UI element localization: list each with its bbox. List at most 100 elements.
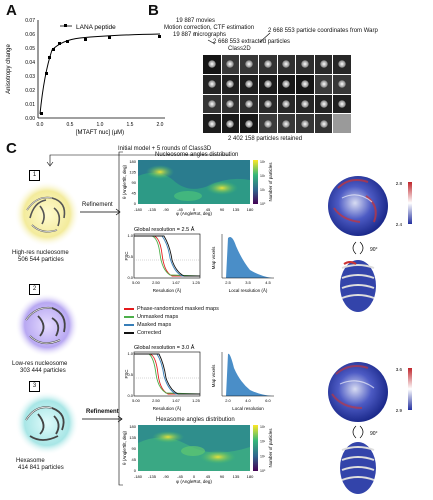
- fsc-ytick: 0.0: [127, 393, 133, 398]
- heat-xtick: -45: [177, 474, 184, 479]
- svg-text:3.6: 3.6: [396, 367, 403, 372]
- fsc-xtick: 1.67: [172, 280, 181, 285]
- svg-text:2.9: 2.9: [396, 408, 403, 413]
- heat-ytick: 90: [132, 180, 137, 185]
- hist-xtick: 4.0: [245, 398, 251, 403]
- b-arrows: [194, 32, 271, 45]
- class2d-average: [258, 74, 277, 94]
- b-retained: 2 402 158 particles retained: [228, 136, 303, 142]
- a-xtick: 1.5: [127, 122, 134, 128]
- hist1-xlabel: Local resolution (Å): [229, 287, 268, 293]
- panel-c-label: C: [6, 140, 17, 157]
- class2d-average: [314, 74, 333, 94]
- heat1-xlabel: φ (AngleRot, deg): [176, 211, 212, 216]
- legend-swatch: [124, 308, 134, 310]
- class-box-3: 3: [29, 381, 40, 392]
- panel-a-ylabel: Anisotropy change: [6, 43, 12, 93]
- hist-xtick: 3.5: [245, 280, 251, 285]
- local-res-maps-1: 2.8 2.4 90°: [328, 176, 412, 312]
- hist-xtick: 4.5: [265, 280, 271, 285]
- heat-ytick: 0: [134, 201, 137, 206]
- class2d-average: [258, 94, 277, 114]
- class2-count: 303 444 particles: [20, 368, 66, 374]
- hist-xtick: 2.5: [225, 280, 231, 285]
- class2d-grid: [203, 55, 351, 133]
- fsc-ytick: 1.0: [127, 233, 133, 238]
- heat-xtick: 135: [233, 207, 240, 212]
- class2d-average: [296, 74, 314, 94]
- cbar-tick: 10⁰: [260, 469, 266, 473]
- class2d-average: [277, 114, 296, 133]
- heat-xtick: -135: [148, 474, 157, 479]
- class2d-average: [240, 74, 258, 94]
- hexasome-map: [15, 391, 79, 455]
- b-extracted: 2 668 553 extracted particles: [213, 39, 291, 45]
- class2d-average: [296, 94, 314, 114]
- cbar-tick: 10⁰: [260, 202, 266, 206]
- class2d-average: [258, 55, 277, 74]
- class2d-average: [314, 55, 333, 74]
- a-ytick: 0.07: [25, 18, 35, 24]
- fsc-xtick: 5.00: [132, 398, 141, 403]
- svg-text:2.8: 2.8: [396, 181, 403, 186]
- class2d-average: [277, 74, 296, 94]
- class2d-average: [296, 55, 314, 74]
- refinement-3: Refinement: [86, 409, 119, 415]
- legend-swatch: [124, 332, 134, 334]
- cbar-tick: 10³: [260, 160, 266, 164]
- svg-text:90°: 90°: [370, 431, 378, 437]
- class2d-average: [277, 55, 296, 74]
- class1-count: 506 544 particles: [18, 257, 64, 263]
- class2d-average: [203, 94, 221, 114]
- legend-swatch: [124, 316, 134, 318]
- c-bracket: [118, 151, 123, 486]
- class2d-average: [277, 94, 296, 114]
- fsc2-title: Global resolution = 3.0 Å: [134, 344, 195, 351]
- class2d-average: [314, 94, 333, 114]
- heat-ytick: 0: [134, 468, 137, 473]
- b-class2d: Class2D: [228, 46, 251, 52]
- a-ytick: 0.04: [25, 60, 35, 66]
- cbar-tick: 10¹: [260, 188, 266, 192]
- heat-xtick: -135: [148, 207, 157, 212]
- class-box-2: 2: [29, 284, 40, 295]
- svg-text:2.4: 2.4: [396, 222, 403, 227]
- cbar-tick: 10²: [260, 174, 266, 178]
- heatmap-2: -180 -135 -90 -45 0 45 90 135 180 0 45 90 135 180 10⁰ 1…: [122, 424, 273, 484]
- a-xtick: 1.0: [97, 122, 104, 128]
- a-xtick: 2.0: [157, 122, 164, 128]
- svg-text:90°: 90°: [370, 247, 378, 253]
- legend-item: Phase-randomized masked maps: [124, 305, 219, 313]
- legend-item: Unmasked maps: [124, 313, 219, 321]
- heat-xtick: -180: [134, 207, 143, 212]
- heat-ytick: 90: [132, 446, 137, 451]
- fsc-xtick: 1.25: [192, 280, 201, 285]
- heat-xtick: 180: [247, 474, 254, 479]
- panel-a-label: A: [6, 2, 17, 19]
- a-ytick: 0.03: [25, 74, 35, 80]
- fsc-ytick: 0.5: [127, 372, 133, 377]
- panel-a-chart: 0.00 0.01 0.02 0.03 0.04 0.05 0.06 0.07 0.0 0.5 1…: [6, 18, 165, 136]
- heat-ytick: 135: [129, 170, 136, 175]
- heat-ytick: 180: [129, 424, 136, 429]
- class2d-average: [258, 114, 277, 133]
- c-branch-line: [46, 154, 230, 167]
- a-ytick: 0.06: [25, 32, 35, 38]
- low-res-nucleosome-map: [15, 293, 79, 357]
- heat2-cbar-label: Number of particles: [268, 428, 273, 468]
- legend-item: Masked maps: [124, 321, 219, 329]
- a-ytick: 0.01: [25, 102, 35, 108]
- a-ytick: 0.00: [25, 116, 35, 122]
- fsc-1: Global resolution = 2.5 Å 5.00 2.50 1.67 1.…: [124, 226, 201, 293]
- legend-label: Unmasked maps: [137, 313, 179, 320]
- class2d-average: [296, 114, 314, 133]
- fsc-ytick: 0.0: [127, 275, 133, 280]
- heatmap-1: -180 -135 -90 -45 0 45 90 135 180 0 45 90 135 180 10⁰ 1…: [122, 159, 273, 216]
- heat2-title: Hexasome angles distribution: [156, 417, 235, 423]
- class2d-average: [240, 94, 258, 114]
- class2d-average: [333, 114, 351, 133]
- class2d-average: [314, 114, 333, 133]
- legend-item: Corrected: [124, 329, 219, 337]
- heat2-xlabel: φ (AngleRot, deg): [176, 479, 212, 484]
- a-ytick: 0.05: [25, 46, 35, 52]
